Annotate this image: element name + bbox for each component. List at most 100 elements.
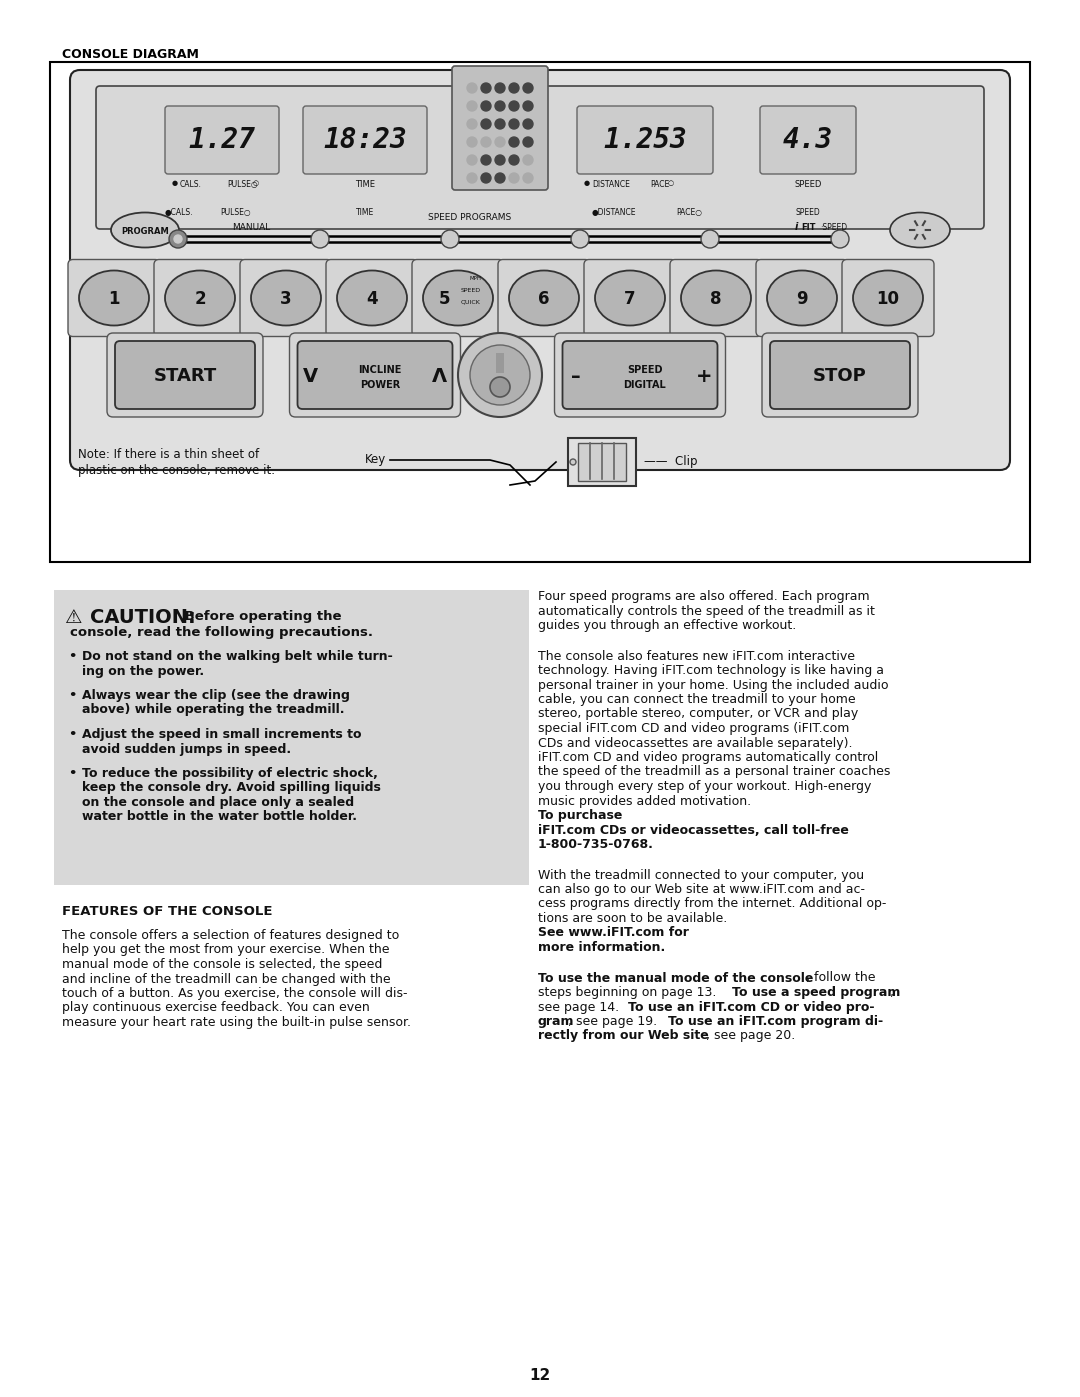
Circle shape	[509, 101, 519, 110]
Text: POWER: POWER	[360, 380, 400, 390]
Circle shape	[571, 231, 589, 249]
Circle shape	[441, 231, 459, 249]
Text: –: –	[570, 366, 580, 386]
Circle shape	[701, 231, 719, 249]
Text: DISTANCE: DISTANCE	[592, 180, 630, 189]
Text: can also go to our Web site at www.iFIT.com and ac-: can also go to our Web site at www.iFIT.…	[538, 883, 865, 895]
FancyBboxPatch shape	[554, 332, 726, 416]
Ellipse shape	[767, 271, 837, 326]
Circle shape	[523, 137, 534, 147]
Text: SPEED: SPEED	[627, 365, 663, 374]
Text: The console offers a selection of features designed to: The console offers a selection of featur…	[62, 929, 400, 942]
Text: gram: gram	[538, 1016, 575, 1028]
Circle shape	[481, 137, 491, 147]
Text: To use a speed program: To use a speed program	[732, 986, 901, 999]
FancyBboxPatch shape	[577, 106, 713, 175]
Text: PULSE○: PULSE○	[220, 208, 251, 217]
Text: see page 14.: see page 14.	[538, 1000, 623, 1013]
Text: STOP: STOP	[813, 367, 867, 386]
Text: Note: If there is a thin sheet of: Note: If there is a thin sheet of	[78, 448, 259, 461]
Text: and incline of the treadmill can be changed with the: and incline of the treadmill can be chan…	[62, 972, 391, 985]
Circle shape	[467, 119, 477, 129]
Circle shape	[495, 101, 505, 110]
Ellipse shape	[165, 271, 235, 326]
FancyBboxPatch shape	[289, 332, 460, 416]
FancyBboxPatch shape	[70, 70, 1010, 469]
Circle shape	[495, 82, 505, 94]
Text: MANUAL: MANUAL	[232, 224, 270, 232]
Circle shape	[481, 101, 491, 110]
Text: help you get the most from your exercise. When the: help you get the most from your exercise…	[62, 943, 390, 957]
FancyBboxPatch shape	[563, 341, 717, 409]
Text: music provides added motivation.: music provides added motivation.	[538, 795, 751, 807]
Text: V: V	[302, 366, 319, 386]
Text: keep the console dry. Avoid spilling liquids: keep the console dry. Avoid spilling liq…	[82, 781, 381, 795]
Text: ,: ,	[890, 986, 894, 999]
Circle shape	[495, 119, 505, 129]
Ellipse shape	[251, 271, 321, 326]
Text: ·SPEED: ·SPEED	[820, 222, 847, 232]
Text: measure your heart rate using the built-in pulse sensor.: measure your heart rate using the built-…	[62, 1016, 411, 1030]
Circle shape	[523, 155, 534, 165]
Text: SPEED PROGRAMS: SPEED PROGRAMS	[429, 212, 512, 222]
Bar	[578, 443, 626, 481]
Text: START: START	[153, 367, 217, 386]
Text: , see page 19.: , see page 19.	[568, 1016, 661, 1028]
Text: special iFIT.com CD and video programs (iFIT.com: special iFIT.com CD and video programs (…	[538, 722, 849, 735]
Text: Before operating the: Before operating the	[180, 610, 341, 623]
Text: touch of a button. As you exercise, the console will dis-: touch of a button. As you exercise, the …	[62, 988, 407, 1000]
FancyBboxPatch shape	[760, 106, 856, 175]
Text: ●: ●	[172, 180, 178, 186]
Text: ing on the power.: ing on the power.	[82, 665, 204, 678]
Text: , see page 20.: , see page 20.	[706, 1030, 795, 1042]
Text: SPEED: SPEED	[461, 288, 481, 292]
Bar	[496, 353, 504, 373]
Text: To use the manual mode of the console: To use the manual mode of the console	[538, 971, 813, 985]
Text: 1-800-735-0768.: 1-800-735-0768.	[538, 838, 653, 851]
Text: 7: 7	[624, 291, 636, 307]
FancyBboxPatch shape	[670, 260, 762, 337]
Text: automatically controls the speed of the treadmill as it: automatically controls the speed of the …	[538, 605, 875, 617]
Text: cess programs directly from the internet. Additional op-: cess programs directly from the internet…	[538, 897, 887, 911]
Ellipse shape	[853, 271, 923, 326]
Text: QUICK: QUICK	[461, 299, 481, 305]
FancyBboxPatch shape	[770, 341, 910, 409]
FancyBboxPatch shape	[411, 260, 504, 337]
Ellipse shape	[111, 212, 179, 247]
Ellipse shape	[890, 212, 950, 247]
Text: ⚠: ⚠	[65, 608, 82, 627]
Text: ○: ○	[253, 180, 259, 186]
Circle shape	[509, 155, 519, 165]
Text: 8: 8	[711, 291, 721, 307]
Text: Λ: Λ	[432, 366, 447, 386]
Text: iFIT.com CDs or videocassettes, call toll-free: iFIT.com CDs or videocassettes, call tol…	[538, 823, 849, 837]
Circle shape	[458, 332, 542, 416]
Bar	[54, 590, 529, 886]
Text: 10: 10	[877, 291, 900, 307]
Text: PULSE○: PULSE○	[227, 180, 257, 189]
Circle shape	[481, 82, 491, 94]
FancyBboxPatch shape	[154, 260, 246, 337]
FancyBboxPatch shape	[756, 260, 848, 337]
FancyBboxPatch shape	[114, 341, 255, 409]
Text: 1.253: 1.253	[603, 126, 687, 154]
Text: , follow the: , follow the	[806, 971, 876, 985]
Circle shape	[495, 155, 505, 165]
Text: SPEED: SPEED	[794, 180, 822, 189]
Text: tions are soon to be available.: tions are soon to be available.	[538, 912, 727, 925]
Text: •: •	[68, 689, 77, 703]
Circle shape	[311, 231, 329, 249]
Circle shape	[481, 173, 491, 183]
Text: steps beginning on page 13.: steps beginning on page 13.	[538, 986, 720, 999]
Ellipse shape	[509, 271, 579, 326]
Text: PACE○: PACE○	[676, 208, 702, 217]
Text: DIGITAL: DIGITAL	[623, 380, 666, 390]
FancyBboxPatch shape	[842, 260, 934, 337]
Text: PROGRAM: PROGRAM	[121, 226, 168, 236]
Text: 3: 3	[280, 291, 292, 307]
Circle shape	[467, 155, 477, 165]
Bar	[50, 61, 1030, 562]
Text: avoid sudden jumps in speed.: avoid sudden jumps in speed.	[82, 742, 292, 756]
FancyBboxPatch shape	[297, 341, 453, 409]
Text: ●CALS.: ●CALS.	[165, 208, 193, 217]
